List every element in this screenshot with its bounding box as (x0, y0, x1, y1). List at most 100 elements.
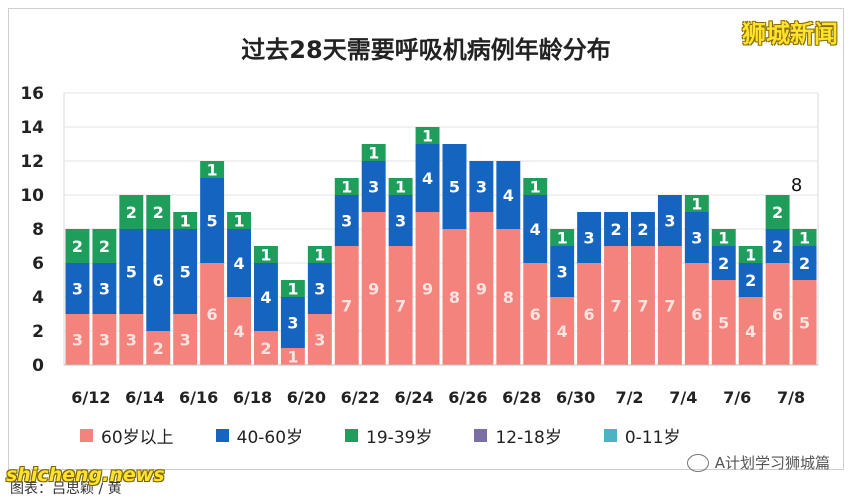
bar-data-label: 8 (449, 288, 460, 307)
bar-segment (307, 314, 332, 365)
bar-data-label: 7 (664, 297, 675, 316)
bar-segment (765, 229, 790, 263)
bar-segment (146, 331, 171, 365)
bar-segment (684, 263, 709, 365)
bar-data-label: 3 (314, 280, 325, 299)
y-tick-label: 4 (32, 288, 44, 308)
y-tick-label: 12 (20, 152, 44, 172)
bar-segment (307, 246, 332, 263)
bar-segment (469, 161, 494, 212)
x-tick-label: 6/26 (448, 388, 487, 407)
bar-segment (711, 229, 736, 246)
bar-data-label: 3 (126, 331, 137, 350)
bar-segment (173, 314, 198, 365)
bar-segment (523, 263, 548, 365)
bar-data-label: 2 (153, 339, 164, 358)
legend-label-0-11: 0-11岁 (624, 427, 681, 448)
legend-label-12-18: 12-18岁 (495, 427, 562, 448)
bar-data-label: 1 (341, 178, 352, 197)
legend-item-0-11: 0-11岁 (603, 423, 681, 448)
bar-segment (173, 212, 198, 229)
x-tick-label: 6/16 (179, 388, 218, 407)
bar-segment (254, 331, 278, 365)
watermark-site: shicheng.news (6, 464, 165, 486)
bar-data-label: 7 (395, 297, 406, 316)
bar-data-label: 3 (664, 212, 675, 231)
bar-segment (657, 246, 682, 365)
bar-data-label: 1 (718, 229, 729, 248)
x-tick-label: 6/14 (125, 388, 164, 407)
bar-segment (550, 229, 575, 246)
bar-data-label: 3 (395, 212, 406, 231)
bar-data-label: 4 (503, 186, 514, 205)
legend-item-19-39: 19-39岁 (345, 423, 432, 448)
bar-data-label: 1 (799, 229, 810, 248)
bar-data-label: 2 (72, 237, 83, 256)
legend-swatch-19-39 (345, 428, 359, 442)
bar-data-label: 2 (772, 203, 783, 222)
bar-segment (577, 212, 602, 263)
bar-data-label: 3 (72, 280, 83, 299)
bar-segment (442, 229, 467, 365)
bar-segment (738, 263, 763, 297)
bar-data-label: 3 (99, 280, 110, 299)
bar-segment (765, 263, 790, 365)
bar-data-label: 5 (449, 178, 460, 197)
bar-data-label: 5 (207, 212, 218, 231)
bar-data-label: 3 (557, 263, 568, 282)
bar-segment (415, 212, 440, 365)
bar-data-label: 4 (233, 254, 244, 273)
bar-segment (334, 195, 359, 246)
bar-segment (254, 263, 278, 331)
legend-item-12-18: 12-18岁 (474, 423, 562, 448)
y-tick-label: 0 (32, 356, 44, 376)
bar-segment (227, 297, 251, 365)
bar-data-label: 6 (153, 271, 164, 290)
bar-segment (711, 246, 736, 280)
bottom-bar (0, 470, 852, 500)
bar-segment (738, 246, 763, 263)
y-tick-label: 2 (32, 322, 44, 342)
bar-segment (792, 280, 817, 365)
bar-segment (523, 178, 548, 195)
bar-segment (92, 263, 117, 314)
legend-item-40-60: 40-60岁 (215, 423, 304, 448)
bar-segment (173, 229, 198, 314)
source-credit: 图表：吕思颖 / 黄 (10, 481, 122, 497)
bar-segment (119, 314, 144, 365)
bar-segment (280, 280, 305, 297)
y-tick-label: 14 (20, 118, 44, 138)
bar-data-label: 3 (99, 331, 110, 350)
bar-segment (792, 246, 817, 280)
bar-data-label: 7 (341, 297, 352, 316)
bar-data-label: 2 (99, 237, 110, 256)
bar-data-label: 1 (691, 195, 702, 214)
bar-segment (523, 195, 548, 263)
bar-data-label: 2 (637, 220, 648, 239)
bar-segment (792, 229, 817, 246)
bar-segment (496, 229, 521, 365)
watermark-logo-text: 狮城新闻 (742, 20, 838, 48)
bar-segment (361, 212, 386, 365)
bar-data-label: 7 (610, 297, 621, 316)
bar-data-label: 5 (180, 263, 191, 282)
bar-segment (227, 212, 251, 229)
bar-segment (200, 263, 225, 365)
legend-label-40-60: 40-60岁 (236, 427, 304, 448)
bar-segment (631, 212, 655, 246)
bar-segment (65, 263, 90, 314)
bar-segment (388, 178, 413, 195)
bar-data-label: 1 (260, 246, 271, 265)
bar-segment (550, 246, 575, 297)
bar-segment (765, 195, 790, 229)
bar-data-label: 1 (207, 161, 218, 180)
legend: 60岁以上 40-60岁 19-39岁 12-18岁 0-11岁 (80, 423, 800, 448)
x-tick-label: 6/24 (394, 388, 433, 407)
x-tick-label: 6/22 (341, 388, 380, 407)
bar-segment (146, 195, 171, 229)
wechat-icon (686, 453, 709, 472)
bar-data-label: 4 (745, 322, 756, 341)
bar-data-label: 3 (72, 331, 83, 350)
x-tick-label: 7/8 (777, 388, 805, 407)
bar-data-label: 4 (233, 322, 244, 341)
